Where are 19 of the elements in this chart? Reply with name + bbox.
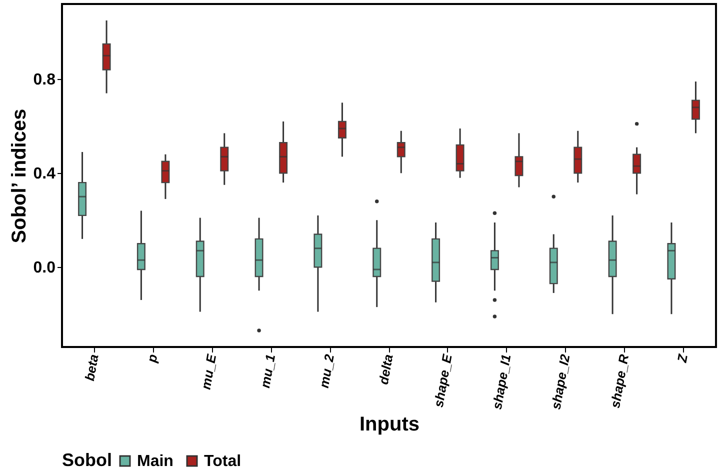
legend-label: Main [137, 453, 174, 470]
x-axis-title: Inputs [360, 414, 420, 436]
x-tick-label: beta [82, 353, 102, 382]
x-tick-label: delta [376, 353, 396, 386]
legend-label: Total [204, 453, 242, 470]
x-tick-label: p [144, 353, 160, 365]
x-tick-label: shape_E [430, 352, 455, 408]
x-tick-label: mu_E [198, 352, 220, 391]
x-tick-label: mu_1 [257, 353, 278, 390]
y-tick-label: 0.8 [33, 72, 56, 89]
x-tick-label: shape_I1 [489, 353, 514, 411]
x-tick-label: mu_2 [316, 352, 338, 390]
legend-title: Sobol [62, 450, 112, 470]
x-tick-label: shape_I2 [548, 352, 573, 411]
y-axis-title: Sobol’ indices [8, 108, 30, 244]
x-tick-label: shape_R [607, 352, 632, 410]
y-tick-label: 0.0 [33, 260, 56, 277]
x-tick-label: Z [674, 352, 691, 365]
y-tick-label: 0.4 [33, 166, 56, 183]
